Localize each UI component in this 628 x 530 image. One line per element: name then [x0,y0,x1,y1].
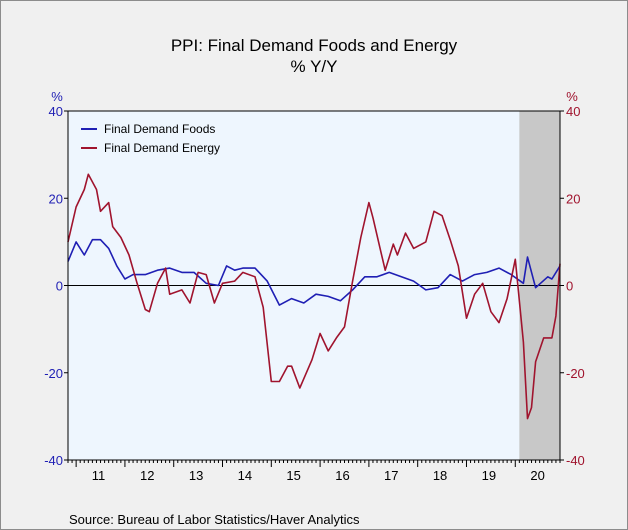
right-axis-unit: % [566,89,578,104]
left-axis-unit: % [51,89,63,104]
y-tick-label-left: 40 [49,104,63,119]
y-tick-label-left: 0 [56,279,63,294]
chart-subtitle: % Y/Y [291,57,338,76]
legend-label: Final Demand Energy [104,141,220,155]
x-tick-label: 17 [384,468,398,483]
x-tick-label: 19 [482,468,496,483]
y-tick-label-right: 20 [566,191,580,206]
x-tick-label: 16 [335,468,349,483]
y-tick-label-right: 0 [566,279,573,294]
x-ticks [67,460,561,467]
y-tick-label-right: -40 [566,453,585,468]
series-line-energy [67,173,561,420]
y-tick-label-left: 20 [49,191,63,206]
series-line-foods [67,238,561,306]
x-tick-label: 18 [433,468,447,483]
x-tick-label: 15 [286,468,300,483]
y-tick-label-right: -20 [566,366,585,381]
chart-title: PPI: Final Demand Foods and Energy [171,36,458,55]
x-tick-label: 11 [92,468,106,483]
x-tick-label: 12 [140,468,154,483]
y-tick-label-left: -20 [44,366,63,381]
legend-label: Final Demand Foods [104,122,215,136]
x-tick-label: 14 [238,468,252,483]
x-tick-label: 13 [189,468,203,483]
y-tick-label-left: -40 [44,453,63,468]
y-tick-label-right: 40 [566,104,580,119]
source-note: Source: Bureau of Labor Statistics/Haver… [69,512,360,527]
x-tick-label: 20 [530,468,544,483]
